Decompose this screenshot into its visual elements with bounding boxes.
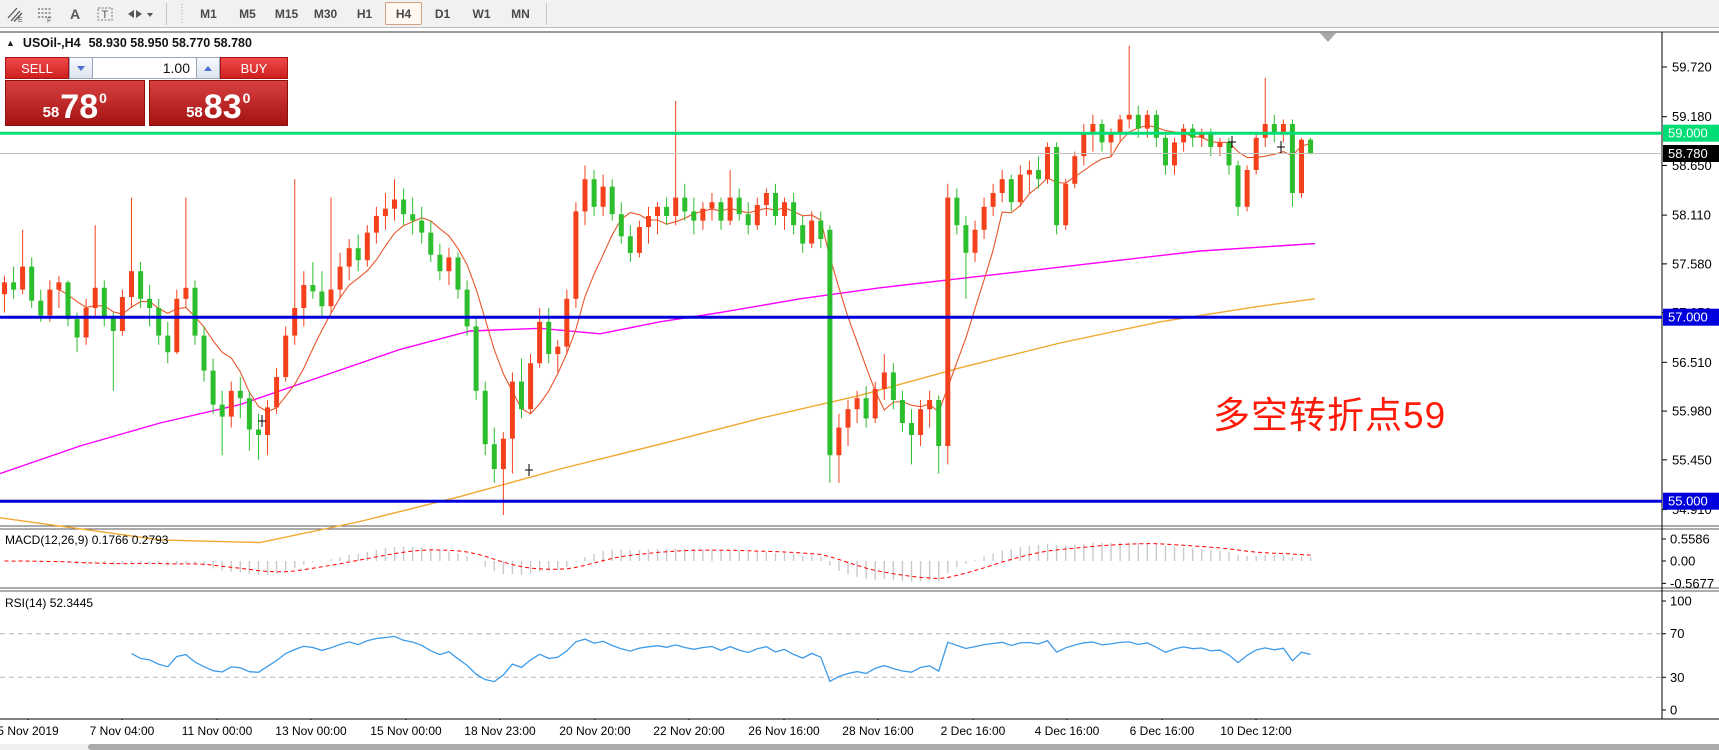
macd-signal-line xyxy=(4,543,1311,580)
macd-label: MACD(12,26,9) 0.1766 0.2793 xyxy=(5,533,169,547)
timeframe-button-H4[interactable]: H4 xyxy=(385,2,422,25)
svg-text:56.510: 56.510 xyxy=(1672,355,1712,370)
macd-values: 0.1766 0.2793 xyxy=(91,533,169,547)
price-axis[interactable]: 59.72059.18058.65058.11057.58057.05056.5… xyxy=(1662,60,1719,518)
date-label: 18 Nov 23:00 xyxy=(464,724,536,738)
svg-text:58.110: 58.110 xyxy=(1672,208,1711,223)
chart-annotation-text: 多空转折点59 xyxy=(1213,395,1447,436)
svg-text:T: T xyxy=(102,9,109,21)
chart-title: ▲ USOil-,H4 58.930 58.950 58.770 58.780 xyxy=(6,36,252,50)
sell-price-big: 78 xyxy=(60,88,99,127)
scrollbar-thumb[interactable] xyxy=(88,744,1719,750)
timeframe-button-D1[interactable]: D1 xyxy=(434,6,451,21)
date-label: 26 Nov 16:00 xyxy=(748,724,820,738)
collapse-triangle-icon[interactable]: ▲ xyxy=(6,38,15,48)
date-label: 2 Dec 16:00 xyxy=(940,724,1006,738)
rsi-label: RSI(14) 52.3445 xyxy=(5,596,94,610)
volume-increase-button[interactable] xyxy=(196,57,220,79)
svg-text:E: E xyxy=(18,17,23,23)
date-label: 13 Nov 00:00 xyxy=(275,724,347,738)
date-label: 7 Nov 04:00 xyxy=(89,724,155,738)
svg-text:-0.5677: -0.5677 xyxy=(1670,576,1714,591)
buy-price-big: 83 xyxy=(203,88,242,127)
svg-text:55.980: 55.980 xyxy=(1672,404,1712,419)
date-label: 20 Nov 20:00 xyxy=(559,724,631,738)
rsi-dashed-levels xyxy=(0,633,1662,678)
toolbar-grip[interactable] xyxy=(179,3,187,24)
buy-price-box[interactable]: 58 83 0 xyxy=(148,80,288,127)
timeframe-button-MN[interactable]: MN xyxy=(511,6,530,21)
level-lines[interactable] xyxy=(0,131,1662,503)
timeframe-button-M30[interactable]: M30 xyxy=(313,6,338,21)
date-label: 11 Nov 00:00 xyxy=(181,724,253,738)
svg-text:58.780: 58.780 xyxy=(1668,146,1708,161)
svg-text:F: F xyxy=(47,17,51,23)
macd-axis[interactable]: 0.5586 0.00 -0.5677 xyxy=(1662,531,1714,591)
cross-markers xyxy=(258,136,1285,476)
date-label: 4 Dec 16:00 xyxy=(1034,724,1100,738)
toolbar-separator xyxy=(166,2,167,25)
rsi-axis[interactable]: 100 70 30 0 xyxy=(1662,594,1692,718)
timeframe-button-M1[interactable]: M1 xyxy=(200,6,217,21)
svg-text:59.720: 59.720 xyxy=(1672,60,1712,75)
svg-text:A: A xyxy=(70,6,80,22)
volume-decrease-button[interactable] xyxy=(69,57,93,79)
svg-text:57.000: 57.000 xyxy=(1668,310,1708,325)
svg-text:0: 0 xyxy=(1670,703,1677,718)
one-click-trade-panel: SELL BUY 58 78 0 58 83 0 xyxy=(5,57,288,126)
buy-price-small: 58 xyxy=(186,104,203,121)
sell-button[interactable]: SELL xyxy=(5,57,69,79)
text-tool-icon[interactable]: A xyxy=(60,2,90,25)
svg-text:100: 100 xyxy=(1670,594,1692,609)
date-label: 10 Dec 12:00 xyxy=(1220,724,1292,738)
svg-text:55.000: 55.000 xyxy=(1668,494,1708,509)
sell-price-sup: 0 xyxy=(99,90,107,106)
pane-borders xyxy=(0,31,1719,720)
svg-text:59.180: 59.180 xyxy=(1672,109,1712,124)
svg-text:59.000: 59.000 xyxy=(1668,126,1708,141)
arrows-tool-icon[interactable] xyxy=(120,2,160,25)
sell-price-box[interactable]: 58 78 0 xyxy=(5,80,145,126)
date-label: 22 Nov 20:00 xyxy=(653,724,725,738)
date-label: 15 Nov 00:00 xyxy=(370,724,442,738)
timeframe-button-M15[interactable]: M15 xyxy=(274,6,299,21)
rsi-line xyxy=(131,635,1311,683)
quote-values: 58.930 58.950 58.770 58.780 xyxy=(88,36,252,50)
candles-layer xyxy=(2,45,1314,515)
timeframe-toolbar: M1 M5 M15 M30 H1 H4 D1 W1 MN xyxy=(189,2,540,25)
date-label: 5 Nov 2019 xyxy=(0,724,59,738)
equidistant-channel-tool-icon[interactable]: E xyxy=(0,2,30,25)
svg-text:55.450: 55.450 xyxy=(1672,452,1712,467)
fibonacci-tool-icon[interactable]: F xyxy=(30,2,60,25)
timeframe-button-W1[interactable]: W1 xyxy=(472,6,491,21)
svg-text:0.00: 0.00 xyxy=(1670,554,1695,569)
date-label: 28 Nov 16:00 xyxy=(842,724,914,738)
arrows-dropdown-caret-icon xyxy=(147,12,153,17)
up-arrow-icon xyxy=(204,65,212,71)
sell-price-small: 58 xyxy=(42,104,60,121)
timeframe-button-H1[interactable]: H1 xyxy=(356,6,373,21)
volume-input[interactable] xyxy=(93,57,196,79)
toolbar-separator xyxy=(546,2,547,25)
scroll-to-end-marker-icon[interactable] xyxy=(1320,33,1336,42)
label-tool-icon[interactable]: T xyxy=(90,2,120,25)
timeframe-button-M5[interactable]: M5 xyxy=(239,6,256,21)
down-arrow-icon xyxy=(77,65,85,71)
horizontal-scrollbar xyxy=(0,744,1719,750)
chart-plot: 59.72059.18058.65058.11057.58057.05056.5… xyxy=(0,31,1719,723)
toolbar: E F A T M1 M5 M15 M30 H1 H4 D1 W1 MN xyxy=(0,0,1719,28)
svg-text:0.5586: 0.5586 xyxy=(1670,531,1710,546)
rsi-value: 52.3445 xyxy=(49,596,94,610)
buy-price-sup: 0 xyxy=(242,90,251,106)
svg-text:57.580: 57.580 xyxy=(1672,256,1712,271)
buy-button[interactable]: BUY xyxy=(220,57,288,79)
date-label: 6 Dec 16:00 xyxy=(1129,724,1195,738)
svg-text:30: 30 xyxy=(1670,670,1684,685)
symbol-title: USOil-,H4 xyxy=(22,36,81,50)
svg-text:70: 70 xyxy=(1670,626,1684,641)
macd-histogram xyxy=(12,542,1312,582)
time-axis[interactable]: 5 Nov 2019 7 Nov 04:00 11 Nov 00:00 13 Nov … xyxy=(0,720,1662,744)
chart-canvas[interactable]: 59.72059.18058.65058.11057.58057.05056.5… xyxy=(0,28,1719,750)
